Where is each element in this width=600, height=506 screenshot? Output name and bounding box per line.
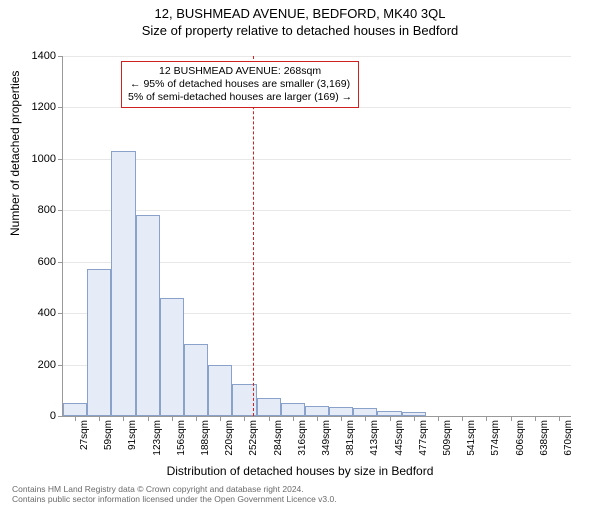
xtick-label: 349sqm xyxy=(321,420,332,456)
xtick-mark xyxy=(220,416,221,421)
xtick-mark xyxy=(535,416,536,421)
histogram-bar xyxy=(353,408,377,416)
histogram-bar xyxy=(305,406,329,416)
gridline xyxy=(63,210,571,211)
gridline xyxy=(63,159,571,160)
page-title-line1: 12, BUSHMEAD AVENUE, BEDFORD, MK40 3QL xyxy=(0,6,600,21)
xtick-label: 445sqm xyxy=(394,420,405,456)
xtick-mark xyxy=(365,416,366,421)
xtick-mark xyxy=(196,416,197,421)
ytick-mark xyxy=(58,365,63,366)
ytick-mark xyxy=(58,159,63,160)
xtick-label: 59sqm xyxy=(103,420,114,450)
xtick-mark xyxy=(438,416,439,421)
histogram-bar xyxy=(281,403,305,416)
ytick-label: 1400 xyxy=(0,50,56,62)
xtick-mark xyxy=(390,416,391,421)
ytick-label: 0 xyxy=(0,410,56,422)
histogram-bar xyxy=(257,398,281,416)
ytick-mark xyxy=(58,416,63,417)
histogram-bar xyxy=(111,151,135,416)
xtick-label: 574sqm xyxy=(490,420,501,456)
ytick-mark xyxy=(58,107,63,108)
xtick-label: 316sqm xyxy=(297,420,308,456)
ytick-label: 800 xyxy=(0,204,56,216)
xtick-mark xyxy=(341,416,342,421)
annotation-line: ← 95% of detached houses are smaller (3,… xyxy=(128,78,352,91)
page-title-line2: Size of property relative to detached ho… xyxy=(0,23,600,38)
marker-vertical-line xyxy=(253,56,254,416)
xtick-label: 123sqm xyxy=(152,420,163,456)
xtick-mark xyxy=(511,416,512,421)
xtick-label: 413sqm xyxy=(369,420,380,456)
chart-plot-area: 27sqm59sqm91sqm123sqm156sqm188sqm220sqm2… xyxy=(62,56,571,417)
ytick-mark xyxy=(58,313,63,314)
histogram-bar xyxy=(136,215,160,416)
xtick-mark xyxy=(75,416,76,421)
ytick-mark xyxy=(58,262,63,263)
xtick-mark xyxy=(123,416,124,421)
histogram-bar xyxy=(87,269,111,416)
xtick-label: 670sqm xyxy=(563,420,574,456)
footer-line2: Contains public sector information licen… xyxy=(12,494,337,504)
xtick-mark xyxy=(244,416,245,421)
footer-attribution: Contains HM Land Registry data © Crown c… xyxy=(12,484,337,504)
ytick-label: 400 xyxy=(0,307,56,319)
xtick-label: 509sqm xyxy=(442,420,453,456)
ytick-label: 200 xyxy=(0,359,56,371)
ytick-label: 1200 xyxy=(0,101,56,113)
histogram-bar xyxy=(184,344,208,416)
xtick-mark xyxy=(293,416,294,421)
histogram-bar xyxy=(63,403,87,416)
xtick-label: 541sqm xyxy=(466,420,477,456)
annotation-line: 12 BUSHMEAD AVENUE: 268sqm xyxy=(128,65,352,78)
xtick-label: 284sqm xyxy=(273,420,284,456)
ytick-mark xyxy=(58,56,63,57)
ytick-label: 600 xyxy=(0,256,56,268)
xtick-label: 188sqm xyxy=(200,420,211,456)
ytick-label: 1000 xyxy=(0,153,56,165)
xtick-mark xyxy=(317,416,318,421)
xtick-mark xyxy=(172,416,173,421)
xtick-label: 252sqm xyxy=(248,420,259,456)
xtick-label: 220sqm xyxy=(224,420,235,456)
x-axis-label: Distribution of detached houses by size … xyxy=(0,464,600,478)
xtick-mark xyxy=(486,416,487,421)
xtick-mark xyxy=(414,416,415,421)
xtick-label: 27sqm xyxy=(79,420,90,450)
xtick-label: 91sqm xyxy=(127,420,138,450)
xtick-mark xyxy=(269,416,270,421)
histogram-bar xyxy=(160,298,184,416)
xtick-label: 477sqm xyxy=(418,420,429,456)
xtick-mark xyxy=(462,416,463,421)
xtick-label: 606sqm xyxy=(515,420,526,456)
xtick-mark xyxy=(99,416,100,421)
xtick-mark xyxy=(148,416,149,421)
ytick-mark xyxy=(58,210,63,211)
xtick-label: 638sqm xyxy=(539,420,550,456)
annotation-line: 5% of semi-detached houses are larger (1… xyxy=(128,91,352,104)
marker-annotation: 12 BUSHMEAD AVENUE: 268sqm← 95% of detac… xyxy=(121,61,359,108)
xtick-label: 156sqm xyxy=(176,420,187,456)
gridline xyxy=(63,56,571,57)
histogram-bar xyxy=(208,365,232,416)
xtick-label: 381sqm xyxy=(345,420,356,456)
footer-line1: Contains HM Land Registry data © Crown c… xyxy=(12,484,337,494)
histogram-bar xyxy=(329,407,353,416)
xtick-mark xyxy=(559,416,560,421)
